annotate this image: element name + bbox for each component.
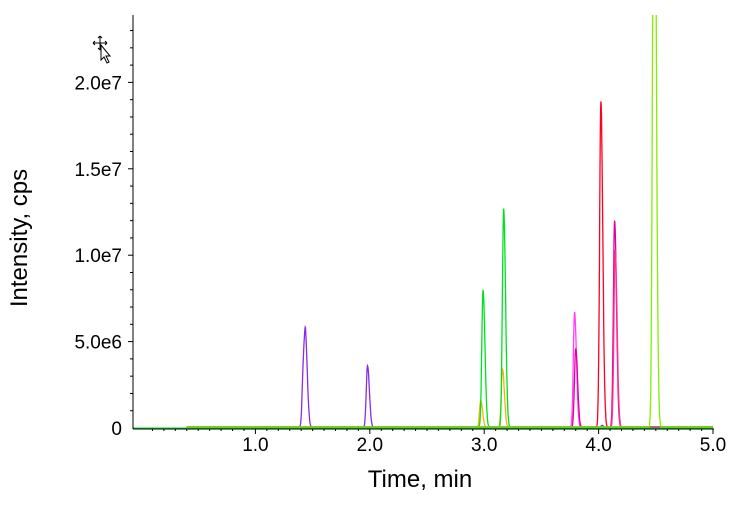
x-axis-label: Time, min bbox=[368, 466, 472, 493]
y-tick-label: 2.0e7 bbox=[74, 73, 122, 94]
move-cursor-icon bbox=[92, 35, 112, 64]
x-tick-label: 5.0 bbox=[700, 435, 726, 456]
ticks: 1.0 2.0 3.0 4.0 5.0 0 5.0e6 1.0e7 1.5e7 2.0e7 bbox=[74, 30, 726, 456]
y-tick-label: 1.0e7 bbox=[74, 246, 122, 267]
x-tick-label: 2.0 bbox=[357, 435, 383, 456]
series-0-line bbox=[186, 324, 713, 428]
x-tick-label: 4.0 bbox=[585, 435, 611, 456]
y-axis-label: Intensity, cps bbox=[6, 169, 33, 307]
series-2-line bbox=[186, 208, 713, 428]
series-7-line bbox=[186, 15, 713, 428]
series-1-line bbox=[186, 367, 713, 428]
y-tick-label: 5.0e6 bbox=[74, 333, 122, 354]
series-3-line bbox=[186, 312, 713, 428]
x-tick-label: 1.0 bbox=[242, 435, 268, 456]
series-6-line bbox=[186, 249, 713, 428]
traces bbox=[133, 15, 713, 430]
y-tick-label: 1.5e7 bbox=[74, 160, 122, 181]
series-4-line bbox=[186, 220, 713, 428]
series-5-line bbox=[186, 101, 713, 428]
y-tick-label: 0 bbox=[111, 419, 122, 440]
x-tick-label: 3.0 bbox=[471, 435, 497, 456]
